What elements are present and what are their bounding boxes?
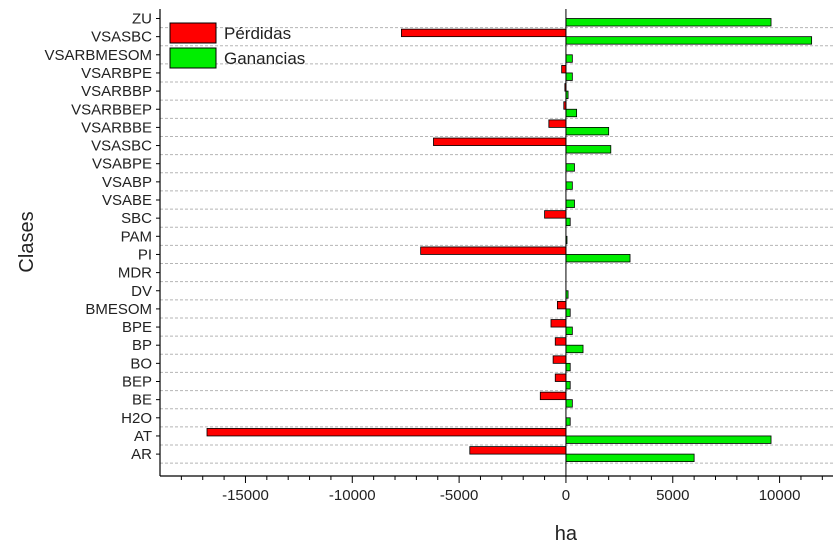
bar-ganancias [565,308,571,317]
bar-perdidas [556,300,567,310]
x-tick-label: 0 [562,487,570,504]
bar-ganancias [565,326,573,335]
category-label: ZU [132,11,152,28]
bar-ganancias [565,72,573,81]
bar-ganancias [565,362,571,372]
category-label: VSARBBE [81,119,152,136]
bar-perdidas [206,428,567,437]
category-label: DV [131,283,152,300]
bar-ganancias [565,54,573,63]
bar-ganancias [565,435,772,444]
bar-perdidas [561,65,567,74]
bars [206,18,813,463]
category-label: MDR [118,265,152,282]
bar-perdidas [420,246,567,255]
bar-ganancias [565,254,631,263]
bar-ganancias [565,453,695,463]
category-label: PI [138,246,152,263]
category-label: PAM [121,228,152,245]
bar-perdidas [554,373,567,382]
category-label: BE [132,392,152,409]
category-label: AT [134,428,152,445]
x-axis-title: ha [555,523,578,544]
legend-label-perdidas: Pérdidas [224,24,291,43]
legend: Pérdidas Ganancias [169,22,305,69]
category-label: VSASBC [91,138,152,155]
bar-ganancias [565,18,772,27]
legend-swatch-ganancias [169,47,217,69]
legend-label-ganancias: Ganancias [224,49,305,68]
bar-ganancias [565,108,578,118]
bar-ganancias [565,417,571,426]
category-label: BO [130,355,152,372]
bar-ganancias [565,344,584,354]
bar-perdidas [544,210,567,219]
category-label: BP [132,337,152,354]
bar-ganancias [565,199,575,208]
bar-perdidas [548,119,567,128]
bar-ganancias [565,217,571,227]
bar-perdidas [433,137,567,146]
category-label: VSABP [102,174,152,191]
category-label: VSARBBEP [71,101,152,118]
category-label: BEP [122,374,152,391]
category-label: BMESOM [85,301,152,318]
bar-ganancias [565,36,813,45]
x-tick-label: -15000 [222,487,269,504]
x-tick-label: -10000 [329,487,376,504]
bar-perdidas [550,319,567,328]
bar-perdidas [554,337,567,346]
bar-ganancias [565,145,612,154]
bar-ganancias [565,163,575,172]
category-label: VSABPE [92,156,152,173]
category-label: H2O [121,410,152,427]
bar-perdidas [401,28,567,38]
x-tick-label: -5000 [440,487,478,504]
bar-ganancias [565,381,571,390]
category-label: VSARBPE [81,65,152,82]
axes [156,9,833,483]
category-label: VSARBBP [81,83,152,100]
labels: ZUVSASBCVSARBMESOMVSARBPEVSARBBPVSARBBEP… [16,11,800,544]
x-tick-label: 10000 [759,487,801,504]
bar-perdidas [539,391,567,401]
bar-ganancias [565,399,573,408]
bar-ganancias [565,181,573,190]
legend-swatch-perdidas [169,22,217,44]
category-label: SBC [121,210,152,227]
bar-ganancias [565,127,610,136]
x-tick-label: 5000 [656,487,689,504]
category-label: BPE [122,319,152,336]
grid-lines [160,27,833,464]
category-label: VSASBC [91,29,152,46]
y-axis-title: Clases [16,211,38,272]
category-label: VSARBMESOM [44,47,152,64]
category-label: AR [131,446,152,463]
bar-perdidas [552,355,567,364]
category-label: VSABE [102,192,152,209]
bar-perdidas [469,446,567,455]
